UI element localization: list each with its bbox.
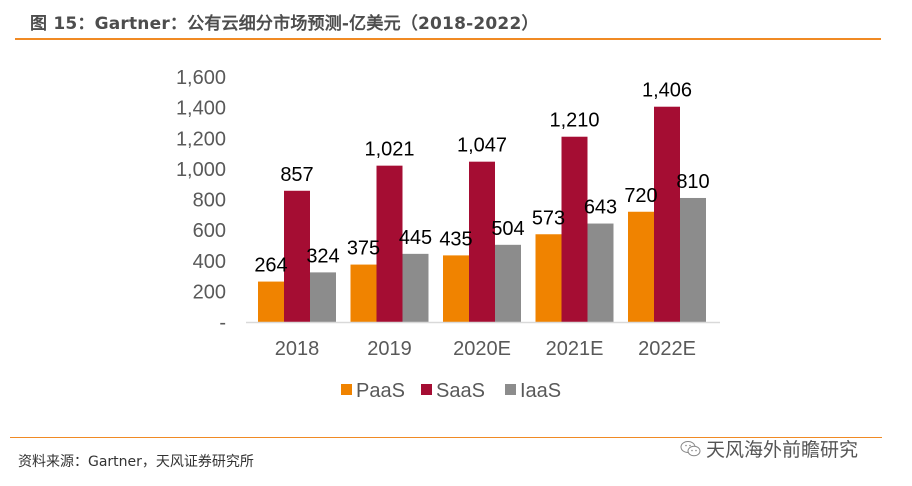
y-tick-label: 1,200 bbox=[176, 128, 226, 150]
y-tick-label: 800 bbox=[193, 190, 226, 212]
bar-chart: - 200 400 600 800 1,000 1,200 1,400 1,600 264 375… bbox=[176, 67, 720, 402]
figure-title: 图 15：Gartner：公有云细分市场预测-亿美元（2018-2022） bbox=[30, 14, 539, 34]
data-label: 810 bbox=[676, 171, 709, 193]
legend-swatch-iaas bbox=[505, 384, 516, 395]
bar-iaas-2021e bbox=[587, 223, 614, 322]
data-label: 1,047 bbox=[457, 135, 507, 157]
bar-iaas-2019 bbox=[402, 253, 429, 322]
bar-paas-2022e bbox=[628, 211, 654, 322]
data-label: 1,406 bbox=[642, 80, 692, 102]
y-tick-label: 600 bbox=[193, 220, 226, 242]
source-note: 资料来源：Gartner，天风证券研究所 bbox=[18, 454, 254, 470]
x-tick-label: 2020E bbox=[453, 338, 511, 360]
data-label: 857 bbox=[280, 164, 313, 186]
x-tick-label: 2018 bbox=[275, 338, 320, 360]
bar-paas-2020e bbox=[443, 255, 469, 322]
bar-iaas-2020e bbox=[495, 244, 521, 322]
legend-label-iaas: IaaS bbox=[520, 380, 561, 402]
x-tick-label: 2022E bbox=[638, 338, 696, 360]
legend: PaaS SaaS IaaS bbox=[341, 380, 561, 402]
data-label: 445 bbox=[399, 227, 432, 249]
data-label: 504 bbox=[491, 218, 524, 240]
bar-saas-2018 bbox=[284, 190, 310, 322]
data-label: 643 bbox=[584, 197, 617, 219]
x-tick-label: 2021E bbox=[546, 338, 604, 360]
title-divider bbox=[15, 38, 881, 40]
y-axis: - 200 400 600 800 1,000 1,200 1,400 1,600 bbox=[176, 67, 226, 334]
data-label: 375 bbox=[347, 238, 380, 260]
watermark: 天风海外前瞻研究 bbox=[680, 435, 858, 462]
legend-label-paas: PaaS bbox=[356, 380, 405, 402]
watermark-text: 天风海外前瞻研究 bbox=[706, 439, 859, 461]
legend-label-saas: SaaS bbox=[436, 380, 485, 402]
data-label: 1,210 bbox=[549, 110, 599, 132]
wechat-icon bbox=[680, 440, 701, 456]
data-label: 1,021 bbox=[364, 139, 414, 161]
data-labels: 264 375 435 573 720 857 1,021 1,047 1,210 1,406 32… bbox=[254, 80, 709, 277]
bar-paas-2018 bbox=[258, 281, 284, 322]
y-tick-label: 1,400 bbox=[176, 98, 226, 120]
bar-iaas-2018 bbox=[310, 272, 336, 322]
bar-paas-2021e bbox=[535, 234, 562, 322]
data-label: 435 bbox=[439, 228, 472, 250]
y-tick-label: 1,000 bbox=[176, 159, 226, 181]
bar-saas-2019 bbox=[376, 165, 403, 322]
footer-divider bbox=[10, 437, 882, 438]
data-label: 720 bbox=[624, 185, 657, 207]
data-label: 573 bbox=[532, 207, 565, 229]
bar-paas-2019 bbox=[350, 264, 377, 322]
y-tick-label: 200 bbox=[193, 281, 226, 303]
x-axis: 2018 2019 2020E 2021E 2022E bbox=[246, 321, 720, 360]
bar-saas-2021e bbox=[561, 136, 588, 322]
legend-swatch-paas bbox=[341, 384, 352, 395]
bar-saas-2020e bbox=[469, 161, 495, 322]
bar-iaas-2022e bbox=[680, 197, 706, 322]
legend-swatch-saas bbox=[421, 384, 432, 395]
bars bbox=[258, 106, 706, 322]
x-tick-label: 2019 bbox=[367, 338, 412, 360]
y-tick-label: 400 bbox=[193, 251, 226, 273]
y-tick-label: 1,600 bbox=[176, 67, 226, 89]
data-label: 324 bbox=[306, 245, 339, 267]
y-tick-label: - bbox=[219, 312, 226, 334]
bar-saas-2022e bbox=[654, 106, 680, 322]
data-label: 264 bbox=[254, 255, 287, 277]
